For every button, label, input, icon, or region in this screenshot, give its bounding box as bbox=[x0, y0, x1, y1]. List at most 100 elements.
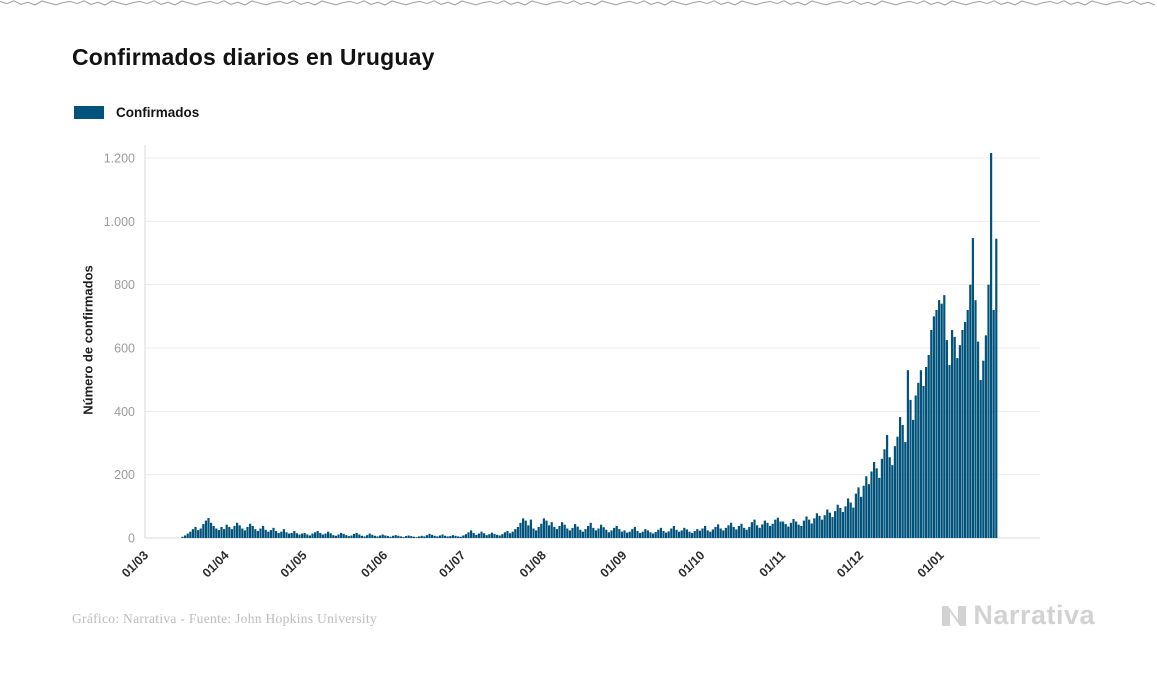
bar bbox=[251, 525, 254, 538]
bar bbox=[605, 529, 608, 538]
bar bbox=[724, 527, 727, 538]
bar bbox=[340, 532, 343, 538]
bar bbox=[610, 530, 613, 538]
bar bbox=[290, 532, 293, 538]
bar bbox=[550, 522, 553, 538]
bar bbox=[930, 329, 933, 538]
bar bbox=[852, 507, 855, 538]
bar bbox=[828, 512, 831, 538]
bar bbox=[815, 513, 818, 538]
bar bbox=[714, 526, 717, 538]
legend-swatch-confirmados bbox=[74, 106, 104, 119]
bar bbox=[971, 238, 974, 538]
bar bbox=[568, 530, 571, 538]
bar bbox=[324, 533, 327, 538]
bar bbox=[870, 471, 873, 538]
bar bbox=[394, 535, 397, 538]
bar bbox=[493, 533, 496, 538]
bar bbox=[280, 531, 283, 538]
bar bbox=[633, 526, 636, 538]
legend-label: Confirmados bbox=[116, 105, 200, 120]
bar bbox=[758, 527, 761, 538]
bar bbox=[418, 536, 421, 538]
bar bbox=[818, 515, 821, 538]
bar bbox=[652, 533, 655, 538]
bar bbox=[792, 519, 795, 538]
bar bbox=[906, 370, 909, 538]
bar bbox=[269, 530, 272, 538]
bar bbox=[285, 532, 288, 538]
bar bbox=[613, 527, 616, 538]
bar bbox=[537, 526, 540, 538]
bar bbox=[636, 531, 639, 538]
bar bbox=[199, 528, 202, 538]
bar bbox=[368, 533, 371, 538]
bar bbox=[753, 519, 756, 538]
bar bbox=[878, 477, 881, 538]
bar bbox=[207, 518, 210, 538]
bar bbox=[563, 524, 566, 538]
bar bbox=[423, 536, 426, 538]
bar bbox=[631, 529, 634, 538]
bar bbox=[875, 468, 878, 538]
bar bbox=[717, 524, 720, 538]
bar bbox=[579, 529, 582, 538]
bar bbox=[332, 535, 335, 538]
bar bbox=[425, 535, 428, 538]
bar bbox=[275, 531, 278, 538]
bar bbox=[865, 476, 868, 538]
bar bbox=[626, 532, 629, 538]
bar bbox=[535, 530, 538, 538]
bar bbox=[984, 335, 987, 538]
bar bbox=[303, 532, 306, 538]
bar bbox=[735, 529, 738, 538]
bar bbox=[784, 524, 787, 538]
bar bbox=[355, 532, 358, 538]
bar bbox=[548, 525, 551, 538]
bar bbox=[927, 354, 930, 538]
bar bbox=[470, 530, 473, 538]
bar bbox=[210, 522, 213, 538]
bar bbox=[496, 534, 499, 538]
bar bbox=[995, 238, 998, 538]
bar bbox=[938, 300, 941, 538]
bar bbox=[345, 535, 348, 538]
bar bbox=[441, 534, 444, 538]
bar bbox=[795, 521, 798, 538]
bar bbox=[454, 535, 457, 538]
bar bbox=[953, 336, 956, 538]
bar bbox=[475, 534, 478, 538]
bar bbox=[862, 485, 865, 538]
bar bbox=[264, 529, 267, 538]
bar bbox=[727, 525, 730, 538]
bar bbox=[737, 525, 740, 538]
bar bbox=[553, 526, 556, 538]
bar bbox=[958, 345, 961, 538]
bar bbox=[366, 535, 369, 538]
bar bbox=[311, 533, 314, 538]
bar bbox=[488, 534, 491, 538]
bar bbox=[893, 446, 896, 538]
bar bbox=[342, 533, 345, 538]
bar bbox=[966, 310, 969, 538]
bar bbox=[498, 535, 501, 538]
bar bbox=[223, 529, 226, 538]
bar bbox=[704, 525, 707, 538]
bar bbox=[761, 524, 764, 538]
bar bbox=[587, 525, 590, 538]
bar bbox=[834, 511, 837, 538]
bar bbox=[529, 519, 532, 538]
bar bbox=[457, 536, 460, 538]
bar bbox=[436, 536, 439, 538]
bar bbox=[256, 531, 259, 538]
bar bbox=[722, 530, 725, 538]
bar bbox=[272, 527, 275, 538]
bar bbox=[267, 531, 270, 538]
bar bbox=[308, 535, 311, 538]
bar bbox=[683, 527, 686, 538]
bar bbox=[353, 533, 356, 538]
x-tick-label: 01/03 bbox=[119, 548, 151, 580]
y-tick-label: 1.000 bbox=[104, 215, 135, 229]
bar bbox=[581, 531, 584, 538]
bar bbox=[584, 529, 587, 538]
